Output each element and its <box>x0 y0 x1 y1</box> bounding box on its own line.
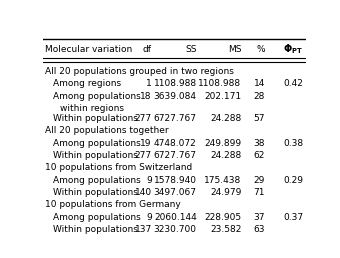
Text: 0.29: 0.29 <box>283 176 303 185</box>
Text: 63: 63 <box>254 225 265 234</box>
Text: 2060.144: 2060.144 <box>154 213 197 222</box>
Text: Among populations: Among populations <box>53 92 141 101</box>
Text: 0.38: 0.38 <box>283 139 303 148</box>
Text: Within populations: Within populations <box>53 188 138 197</box>
Text: Within populations: Within populations <box>53 114 138 123</box>
Text: 249.899: 249.899 <box>204 139 241 148</box>
Text: 0.42: 0.42 <box>284 79 303 88</box>
Text: 175.438: 175.438 <box>204 176 241 185</box>
Text: 277: 277 <box>135 151 152 160</box>
Text: within regions: within regions <box>59 104 124 113</box>
Text: Within populations: Within populations <box>53 225 138 234</box>
Text: Among regions: Among regions <box>53 79 121 88</box>
Text: 1: 1 <box>146 79 152 88</box>
Text: Within populations: Within populations <box>53 151 138 160</box>
Text: %: % <box>257 45 265 54</box>
Text: 23.582: 23.582 <box>210 225 241 234</box>
Text: SS: SS <box>185 45 197 54</box>
Text: 1108.988: 1108.988 <box>154 79 197 88</box>
Text: 0.37: 0.37 <box>283 213 303 222</box>
Text: 14: 14 <box>254 79 265 88</box>
Text: 37: 37 <box>254 213 265 222</box>
Text: 38: 38 <box>254 139 265 148</box>
Text: 24.979: 24.979 <box>210 188 241 197</box>
Text: 24.288: 24.288 <box>210 114 241 123</box>
Text: 9: 9 <box>146 213 152 222</box>
Text: 71: 71 <box>254 188 265 197</box>
Text: Molecular variation: Molecular variation <box>45 45 132 54</box>
Text: 277: 277 <box>135 114 152 123</box>
Text: 202.171: 202.171 <box>204 92 241 101</box>
Text: Among populations: Among populations <box>53 139 141 148</box>
Text: 62: 62 <box>254 151 265 160</box>
Text: 57: 57 <box>254 114 265 123</box>
Text: 28: 28 <box>254 92 265 101</box>
Text: 24.288: 24.288 <box>210 151 241 160</box>
Text: All 20 populations grouped in two regions: All 20 populations grouped in two region… <box>45 67 234 76</box>
Text: Among populations: Among populations <box>53 213 141 222</box>
Text: 6727.767: 6727.767 <box>154 114 197 123</box>
Text: 137: 137 <box>135 225 152 234</box>
Text: 228.905: 228.905 <box>204 213 241 222</box>
Text: $\mathbf{\Phi}_{\mathbf{PT}}$: $\mathbf{\Phi}_{\mathbf{PT}}$ <box>283 43 303 56</box>
Text: df: df <box>143 45 152 54</box>
Text: MS: MS <box>228 45 241 54</box>
Text: 10 populations from Germany: 10 populations from Germany <box>45 200 181 209</box>
Text: 6727.767: 6727.767 <box>154 151 197 160</box>
Text: 3639.084: 3639.084 <box>154 92 197 101</box>
Text: 29: 29 <box>254 176 265 185</box>
Text: 18: 18 <box>140 92 152 101</box>
Text: All 20 populations together: All 20 populations together <box>45 126 169 135</box>
Text: 3497.067: 3497.067 <box>154 188 197 197</box>
Text: 4748.072: 4748.072 <box>154 139 197 148</box>
Text: 3230.700: 3230.700 <box>154 225 197 234</box>
Text: 10 populations from Switzerland: 10 populations from Switzerland <box>45 163 192 172</box>
Text: Among populations: Among populations <box>53 176 141 185</box>
Text: 9: 9 <box>146 176 152 185</box>
Text: 1108.988: 1108.988 <box>198 79 241 88</box>
Text: 1578.940: 1578.940 <box>154 176 197 185</box>
Text: 140: 140 <box>135 188 152 197</box>
Text: 19: 19 <box>140 139 152 148</box>
